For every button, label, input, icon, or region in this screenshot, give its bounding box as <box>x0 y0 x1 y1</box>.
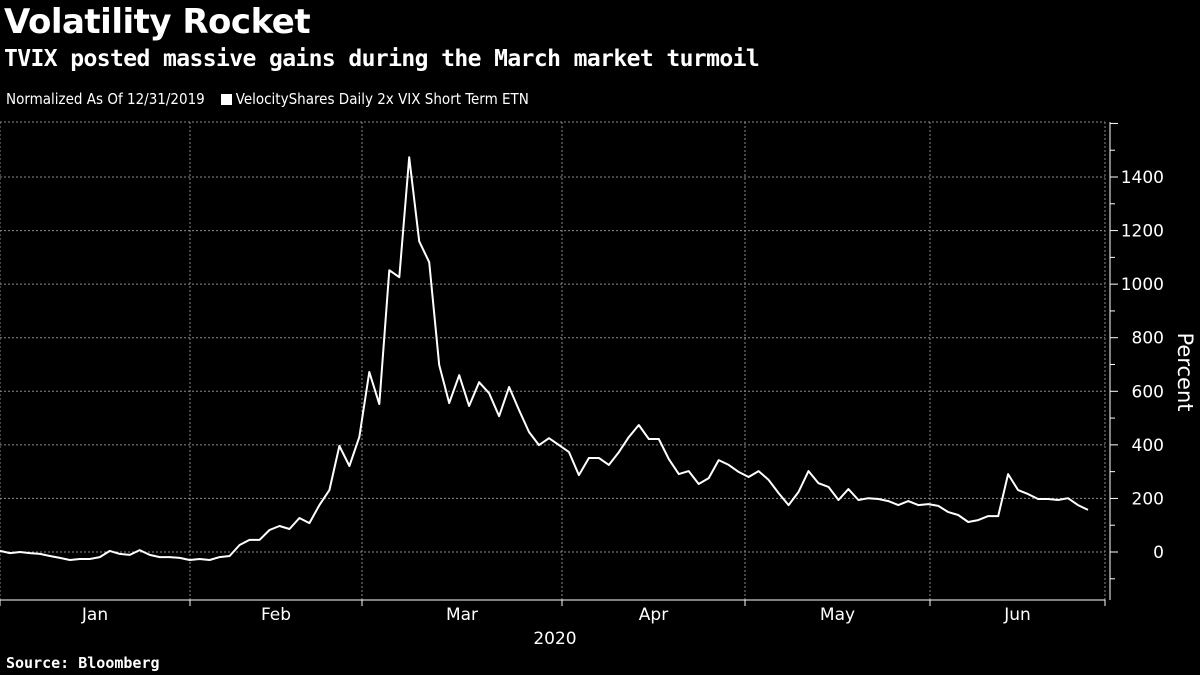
normalization-note: Normalized As Of 12/31/2019 <box>6 90 205 108</box>
x-tick-label: Mar <box>446 605 478 625</box>
x-tick-label: Jun <box>1003 605 1031 625</box>
y-tick-label: 1000 <box>1121 275 1164 295</box>
x-tick-label: Feb <box>261 605 291 625</box>
y-tick-label: 400 <box>1132 436 1164 456</box>
chart-title: Volatility Rocket <box>4 2 311 42</box>
source-note: Source: Bloomberg <box>6 654 160 672</box>
y-tick-label: 200 <box>1132 489 1164 509</box>
axes <box>0 122 1118 606</box>
y-tick-labels: 0 200 400 600 800 1000 1200 1400 <box>1121 168 1164 563</box>
x-axis-label: 2020 <box>533 629 576 649</box>
y-axis-label: Percent <box>1173 332 1197 411</box>
legend-swatch <box>220 93 232 105</box>
legend: Normalized As Of 12/31/2019 VelocityShar… <box>6 90 529 108</box>
y-tick-label: 1200 <box>1121 222 1164 242</box>
x-tick-label: Jan <box>81 605 108 625</box>
y-tick-label: 800 <box>1132 329 1164 349</box>
y-tick-label: 1400 <box>1121 168 1164 188</box>
y-tick-label: 0 <box>1153 543 1164 563</box>
y-tick-label: 600 <box>1132 382 1164 402</box>
x-tick-label: May <box>820 605 855 625</box>
series-line-tvix <box>0 156 1089 561</box>
x-tick-labels: Jan Feb Mar Apr May Jun <box>81 605 1031 625</box>
x-tick-label: Apr <box>639 605 668 625</box>
chart-subtitle: TVIX posted massive gains during the Mar… <box>4 46 760 72</box>
gridlines <box>0 121 1106 600</box>
legend-series-label: VelocityShares Daily 2x VIX Short Term E… <box>235 90 529 108</box>
